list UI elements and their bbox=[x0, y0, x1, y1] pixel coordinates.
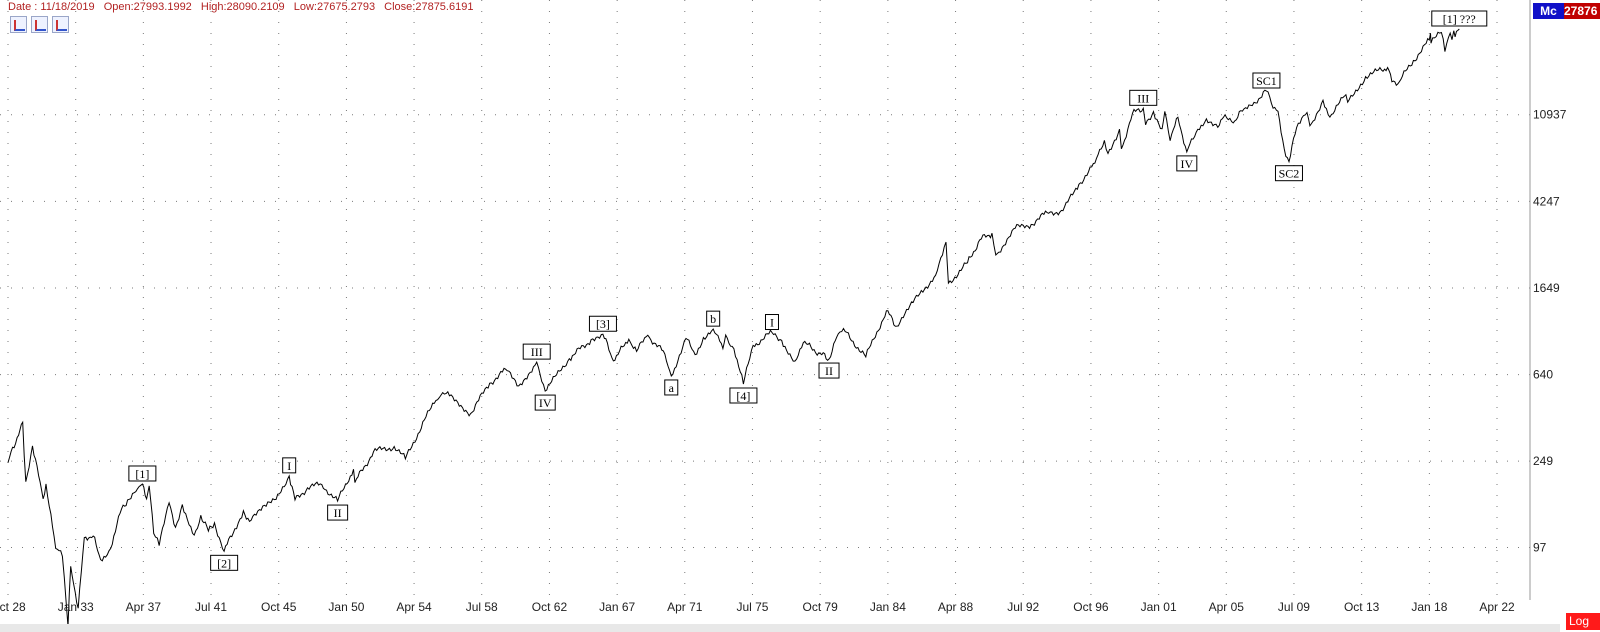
last-price-tag: 27876 bbox=[1564, 3, 1600, 19]
x-tick-label: Apr 05 bbox=[1209, 600, 1245, 614]
x-tick-label: Apr 37 bbox=[126, 600, 162, 614]
ohlc-date: Date : 11/18/2019 bbox=[8, 1, 95, 13]
wave-label-box bbox=[522, 343, 551, 360]
wave-label: II bbox=[334, 506, 342, 520]
x-tick-label: Oct 28 bbox=[0, 600, 26, 614]
wave-label-box bbox=[1431, 10, 1488, 27]
x-tick-label: Apr 54 bbox=[396, 600, 432, 614]
wave-label-box bbox=[1252, 72, 1281, 89]
x-tick-label: Jul 41 bbox=[195, 600, 227, 614]
chart-tool-icon[interactable] bbox=[31, 16, 48, 33]
wave-label: I bbox=[770, 316, 774, 330]
wave-label-box bbox=[764, 314, 779, 331]
x-tick-label: Oct 96 bbox=[1073, 600, 1109, 614]
ohlc-low: Low:27675.2793 bbox=[293, 1, 376, 13]
wave-label: a bbox=[669, 381, 675, 395]
x-tick-label: Apr 88 bbox=[938, 600, 974, 614]
chart-toolbar bbox=[10, 16, 69, 33]
wave-label: IV bbox=[539, 396, 552, 410]
x-tick-label: Jul 75 bbox=[736, 600, 768, 614]
wave-label-box bbox=[327, 504, 349, 521]
y-tick-label: 97 bbox=[1533, 540, 1547, 554]
horizontal-scrollbar[interactable] bbox=[0, 624, 1560, 632]
wave-label-box bbox=[1129, 89, 1158, 106]
wave-label: b bbox=[710, 312, 716, 326]
wave-label-box bbox=[1176, 155, 1198, 172]
y-tick-label: 640 bbox=[1533, 368, 1553, 382]
wave-label: II bbox=[825, 364, 833, 378]
wave-label-box bbox=[706, 310, 721, 327]
wave-label-box bbox=[128, 465, 157, 482]
wave-label: [2] bbox=[217, 556, 231, 570]
wave-label-box bbox=[729, 387, 758, 404]
x-tick-label: Apr 71 bbox=[667, 600, 703, 614]
y-tick-label: 4247 bbox=[1533, 194, 1560, 208]
ohlc-open: Open:27993.1992 bbox=[103, 1, 192, 13]
price-line bbox=[7, 28, 1460, 627]
wave-label: [4] bbox=[736, 389, 750, 403]
x-tick-label: Oct 62 bbox=[532, 600, 568, 614]
wave-label-box bbox=[664, 379, 679, 396]
x-tick-label: Jul 92 bbox=[1007, 600, 1039, 614]
wave-label: III bbox=[1137, 91, 1149, 105]
x-tick-label: Jan 84 bbox=[870, 600, 906, 614]
x-tick-label: Jan 18 bbox=[1411, 600, 1447, 614]
wave-label-box bbox=[818, 362, 840, 379]
wave-label-box bbox=[1274, 165, 1303, 182]
ohlc-readout: Date : 11/18/2019 Open:27993.1992 High:2… bbox=[8, 1, 479, 13]
wave-label: I bbox=[287, 459, 291, 473]
x-tick-label: Jul 09 bbox=[1278, 600, 1310, 614]
wave-label-box bbox=[588, 315, 617, 332]
wave-label-box bbox=[282, 457, 297, 474]
wave-label-box bbox=[534, 394, 556, 411]
x-tick-label: Apr 22 bbox=[1479, 600, 1515, 614]
wave-label: SC2 bbox=[1279, 167, 1300, 181]
wave-label-box bbox=[210, 554, 239, 571]
wave-label: [1] ??? bbox=[1443, 12, 1476, 26]
symbol-badge[interactable]: Mc bbox=[1533, 3, 1564, 19]
chart-tool-icon[interactable] bbox=[52, 16, 69, 33]
x-tick-label: Jan 50 bbox=[328, 600, 364, 614]
log-scale-button[interactable]: Log bbox=[1566, 613, 1600, 630]
y-tick-label: 10937 bbox=[1533, 108, 1567, 122]
x-tick-label: Jan 33 bbox=[58, 600, 94, 614]
x-tick-label: Oct 79 bbox=[802, 600, 838, 614]
wave-label: IV bbox=[1180, 157, 1193, 171]
x-tick-label: Oct 13 bbox=[1344, 600, 1380, 614]
x-tick-label: Jul 58 bbox=[466, 600, 498, 614]
wave-label: [1] bbox=[135, 467, 149, 481]
chart-tool-icon[interactable] bbox=[10, 16, 27, 33]
x-tick-label: Jan 67 bbox=[599, 600, 635, 614]
y-tick-label: 1649 bbox=[1533, 281, 1560, 295]
x-tick-label: Jan 01 bbox=[1141, 600, 1177, 614]
ohlc-high: High:28090.2109 bbox=[200, 1, 285, 13]
wave-label: SC1 bbox=[1256, 74, 1277, 88]
wave-label: [3] bbox=[596, 317, 610, 331]
x-tick-label: Oct 45 bbox=[261, 600, 297, 614]
wave-label: III bbox=[531, 345, 543, 359]
y-tick-label: 249 bbox=[1533, 454, 1553, 468]
ohlc-close: Close:27875.6191 bbox=[384, 1, 474, 13]
